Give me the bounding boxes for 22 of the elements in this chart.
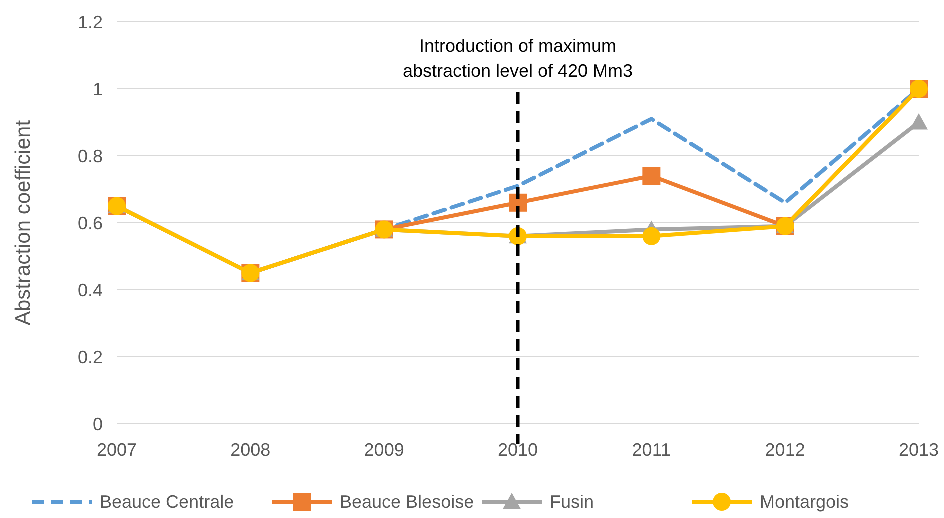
point <box>642 227 661 246</box>
ref-line-label: Introduction of maximum abstraction level of 420 Mm3 <box>402 36 634 81</box>
y-tick-label: 0.8 <box>78 146 103 166</box>
y-tick-label: 0.2 <box>78 347 103 368</box>
y-tick-label: 0.4 <box>78 280 103 300</box>
y-tick-label: 0.6 <box>78 213 103 234</box>
x-tick-label: 2007 <box>96 440 138 460</box>
point <box>642 167 661 186</box>
y-tick-label: 1 <box>92 79 103 100</box>
y-tick-label: 0 <box>92 414 103 434</box>
legend-label: Beauce Centrale <box>100 492 234 512</box>
legend-label: Montargois <box>760 492 850 512</box>
x-tick-label: 2008 <box>230 440 271 460</box>
x-tick-label: 2010 <box>498 440 538 460</box>
x-tick-label: 2009 <box>364 440 404 460</box>
legend-label: Fusin <box>550 492 594 512</box>
x-tick-label: 2011 <box>632 440 672 460</box>
y-tick-label: 1.2 <box>78 12 103 32</box>
legend-label: Beauce Blesoise <box>340 492 474 512</box>
x-tick-label: 2013 <box>898 440 940 460</box>
x-tick-label: 2012 <box>765 440 806 460</box>
y-axis-title: Abstraction coefficient <box>12 120 35 326</box>
